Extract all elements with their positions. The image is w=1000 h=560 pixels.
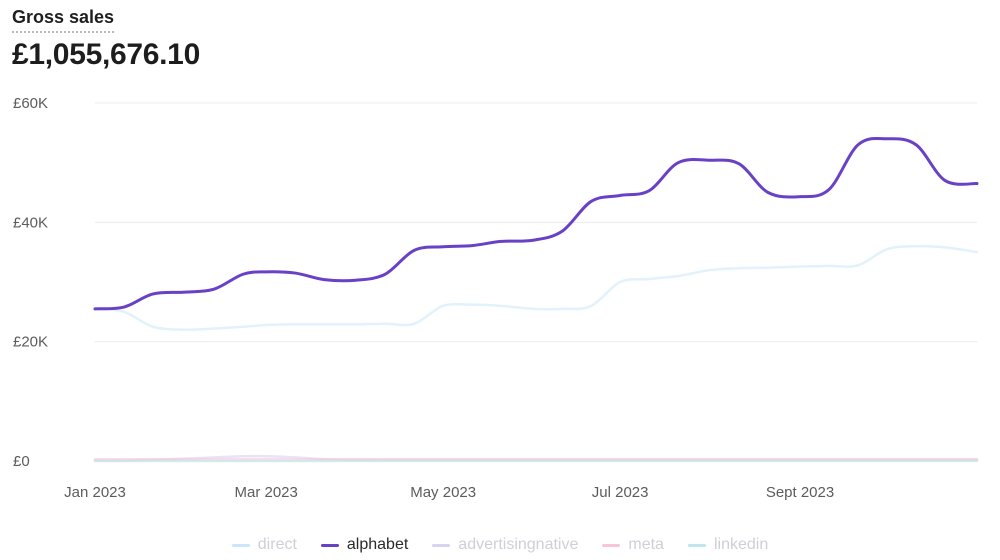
chart-title[interactable]: Gross sales [12,7,115,33]
legend-swatch [231,543,250,547]
legend-label: alphabet [346,536,409,553]
legend-item-meta[interactable]: meta [602,536,664,554]
series-line-alphabet[interactable] [93,136,979,311]
x-tick-label: Sept 2023 [766,484,834,501]
y-tick-label: £40K [13,214,48,231]
x-tick-label: May 2023 [410,484,476,501]
legend-item-alphabet[interactable]: alphabet [320,536,409,554]
gross-sales-chart: £0 £20K £40K £60K Jan 2023 Mar 2023 May 2023 Ju… [13,95,979,501]
legend-swatch [320,543,339,547]
legend-label: linkedin [713,536,769,553]
legend-item-linkedin[interactable]: linkedin [687,536,769,554]
x-tick-label: Jul 2023 [592,484,649,501]
x-tick-label: Jan 2023 [64,484,126,501]
legend-label: direct [257,536,297,553]
legend-label: meta [628,536,664,553]
legend-label: advertisingnative [458,536,579,553]
legend-swatch [432,543,451,547]
legend-swatch [687,543,706,547]
y-tick-label: £20K [13,334,48,351]
total-value: £1,055,676.10 [12,38,200,71]
legend-item-advertisingnative[interactable]: advertisingnative [432,536,578,554]
y-tick-label: £60K [13,95,48,112]
series-line-direct[interactable] [93,244,979,332]
legend-item-direct[interactable]: direct [231,536,297,554]
x-tick-label: Mar 2023 [234,484,297,501]
chart-legend: direct alphabet advertisingnative meta linke… [0,533,1000,557]
y-tick-label: £0 [13,453,30,470]
legend-swatch [602,543,621,547]
